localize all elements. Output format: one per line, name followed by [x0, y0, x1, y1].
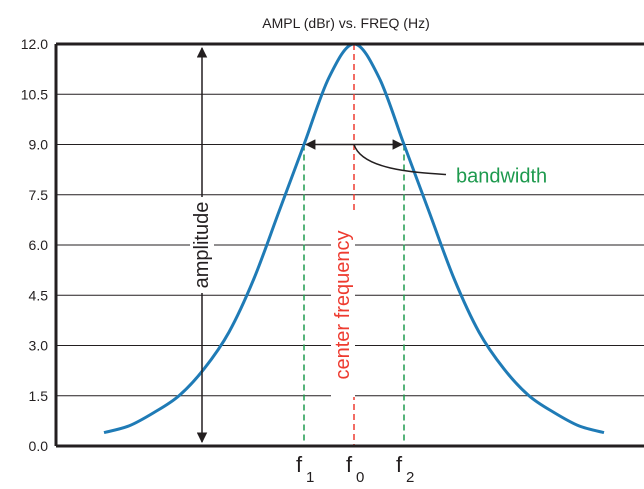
- f0-subscript: 0: [356, 469, 364, 486]
- y-tick-label: 7.5: [29, 187, 49, 203]
- f1-subscript: 1: [306, 469, 314, 486]
- axes: [54, 42, 644, 448]
- y-tick-label: 12.0: [21, 36, 48, 52]
- y-tick-label: 0.0: [29, 438, 49, 454]
- f0-label: f: [346, 452, 353, 477]
- amplitude-label: amplitude: [191, 202, 213, 289]
- bandwidth-label: bandwidth: [456, 166, 547, 188]
- y-tick-labels: 0.0 1.5 3.0 4.5 6.0 7.5 9.0 10.5 12.0: [21, 36, 48, 454]
- chart-title: AMPL (dBr) vs. FREQ (Hz): [262, 15, 430, 31]
- bandwidth-leader: [353, 144, 447, 176]
- y-tick-label: 1.5: [29, 388, 49, 404]
- annotations: amplitude center frequency bandwidth: [190, 46, 547, 444]
- f2-subscript: 2: [406, 469, 414, 486]
- y-tick-label: 9.0: [29, 137, 49, 153]
- center-frequency-label: center frequency: [332, 231, 354, 380]
- y-tick-label: 4.5: [29, 287, 49, 303]
- y-tick-label: 10.5: [21, 86, 48, 102]
- f1-label: f: [296, 452, 303, 477]
- y-tick-label: 3.0: [29, 338, 49, 354]
- y-tick-label: 6.0: [29, 237, 49, 253]
- f2-label: f: [396, 452, 403, 477]
